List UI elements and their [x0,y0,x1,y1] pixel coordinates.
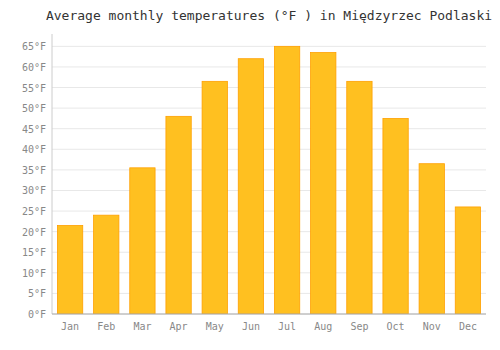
x-tick-label: Jan [61,321,79,332]
y-tick-label: 30°F [22,185,46,196]
y-tick-label: 45°F [22,124,46,135]
x-tick-label: Jun [242,321,260,332]
x-tick-label: Oct [387,321,405,332]
y-tick-label: 15°F [22,247,46,258]
title: Average monthly temperatures (°F ) in Mi… [46,8,492,23]
bar [130,168,155,314]
y-tick-label: 5°F [28,288,46,299]
bar [94,215,119,314]
grid-line [52,87,486,88]
y-axis: 0°F 5°F 10°F 15°F 20°F 25°F 30°F 35°F 40°F 45°F 50… [22,41,486,320]
y-tick-label: 40°F [22,144,46,155]
grid-line [52,149,486,150]
x-tick-label: Nov [423,321,441,332]
bar [166,116,191,314]
bar [311,53,336,314]
bar [419,164,444,314]
y-tick-label: 0°F [28,309,46,320]
bar [274,46,299,314]
x-tick-label: May [206,321,224,332]
bar [202,81,227,314]
bar [238,59,263,314]
x-tick-label: Sep [350,321,368,332]
x-axis: Jan Feb Mar Apr May Jun Jul Aug Sep Oct Nov Dec [61,321,477,332]
grid-line [52,46,486,47]
bar [347,81,372,314]
y-tick-label: 60°F [22,62,46,73]
bars [57,46,480,314]
y-tick-label: 55°F [22,83,46,94]
x-tick-label: Feb [97,321,115,332]
x-tick-label: Mar [133,321,151,332]
x-axis-line [52,314,486,315]
x-tick-label: Apr [170,321,188,332]
y-tick-label: 35°F [22,165,46,176]
bar [57,225,82,314]
x-tick-label: Aug [314,321,332,332]
x-tick-label: Dec [459,321,477,332]
y-tick-label: 25°F [22,206,46,217]
y-tick-label: 10°F [22,268,46,279]
grid-line [52,314,486,315]
grid-line [52,66,486,67]
x-tick-label: Jul [278,321,296,332]
y-axis-line [52,34,53,314]
bar [455,207,480,314]
grid-line [52,128,486,129]
y-tick-label: 20°F [22,227,46,238]
grid-line [52,108,486,109]
y-tick-label: 50°F [22,103,46,114]
y-tick-label: 65°F [22,41,46,52]
bar [383,118,408,314]
chart: Average monthly temperatures (°F ) in Mi… [0,0,500,350]
